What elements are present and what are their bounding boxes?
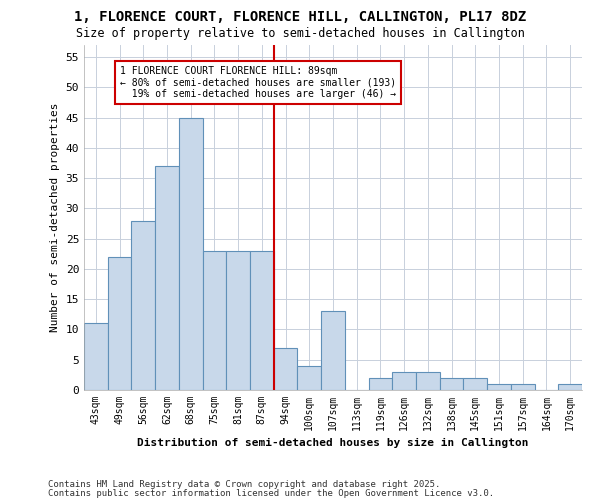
Bar: [368, 378, 392, 390]
Bar: [392, 372, 416, 390]
Bar: [155, 166, 179, 390]
Bar: [463, 378, 487, 390]
Bar: [274, 348, 298, 390]
Text: 1, FLORENCE COURT, FLORENCE HILL, CALLINGTON, PL17 8DZ: 1, FLORENCE COURT, FLORENCE HILL, CALLIN…: [74, 10, 526, 24]
Text: Contains HM Land Registry data © Crown copyright and database right 2025.: Contains HM Land Registry data © Crown c…: [48, 480, 440, 489]
Bar: [226, 251, 250, 390]
Y-axis label: Number of semi-detached properties: Number of semi-detached properties: [50, 103, 60, 332]
Bar: [558, 384, 582, 390]
Bar: [179, 118, 203, 390]
Text: 1 FLORENCE COURT FLORENCE HILL: 89sqm
← 80% of semi-detached houses are smaller : 1 FLORENCE COURT FLORENCE HILL: 89sqm ← …: [119, 66, 395, 100]
Bar: [250, 251, 274, 390]
Bar: [511, 384, 535, 390]
Text: Size of property relative to semi-detached houses in Callington: Size of property relative to semi-detach…: [76, 28, 524, 40]
Bar: [440, 378, 463, 390]
X-axis label: Distribution of semi-detached houses by size in Callington: Distribution of semi-detached houses by …: [137, 438, 529, 448]
Bar: [416, 372, 440, 390]
Bar: [298, 366, 321, 390]
Bar: [84, 324, 108, 390]
Bar: [321, 312, 345, 390]
Bar: [487, 384, 511, 390]
Bar: [131, 220, 155, 390]
Bar: [108, 257, 131, 390]
Text: Contains public sector information licensed under the Open Government Licence v3: Contains public sector information licen…: [48, 488, 494, 498]
Bar: [203, 251, 226, 390]
